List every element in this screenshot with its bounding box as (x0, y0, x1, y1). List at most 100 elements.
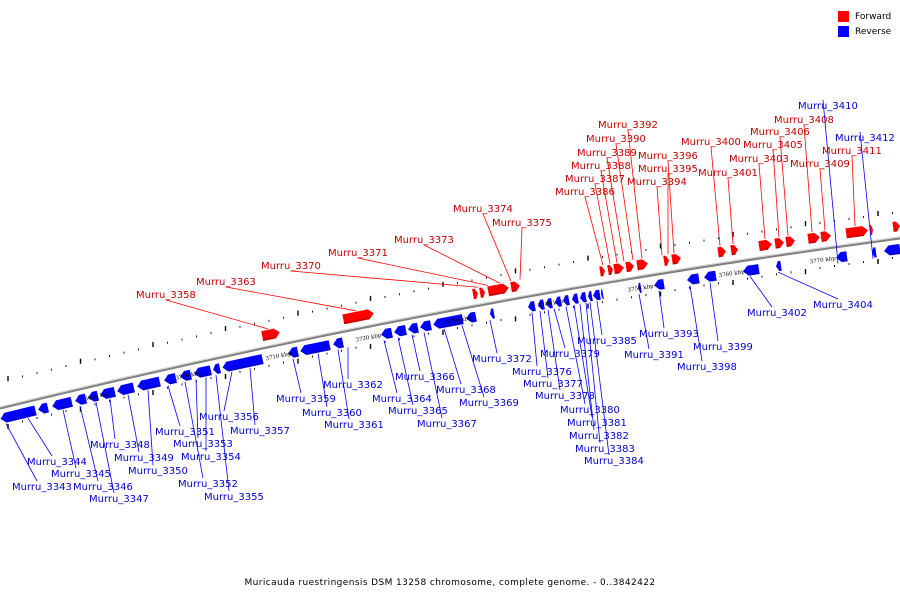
reverse-gene-label[interactable]: Murru_3344 (27, 457, 87, 468)
reverse-gene-label[interactable]: Murru_3343 (12, 482, 72, 493)
forward-gene-arrow[interactable] (599, 266, 606, 277)
reverse-gene-arrow[interactable] (419, 320, 432, 332)
reverse-gene-arrow[interactable] (99, 386, 116, 400)
reverse-gene-arrow[interactable] (871, 247, 877, 258)
forward-gene-label[interactable]: Murru_3411 (822, 146, 882, 157)
forward-gene-label[interactable]: Murru_3401 (698, 168, 758, 179)
forward-gene-arrow[interactable] (510, 281, 521, 293)
forward-gene-label[interactable]: Murru_3386 (555, 187, 615, 198)
reverse-gene-arrow[interactable] (600, 289, 604, 300)
reverse-gene-label[interactable]: Murru_3350 (128, 466, 188, 477)
reverse-gene-arrow[interactable] (393, 325, 407, 337)
forward-gene-arrow[interactable] (671, 253, 681, 265)
forward-gene-arrow[interactable] (636, 259, 648, 271)
reverse-gene-label[interactable]: Murru_3365 (388, 406, 448, 417)
forward-gene-label[interactable]: Murru_3408 (774, 115, 834, 126)
reverse-gene-arrow[interactable] (136, 376, 161, 392)
reverse-gene-arrow[interactable] (835, 251, 848, 263)
forward-gene-label[interactable]: Murru_3371 (328, 248, 388, 259)
reverse-gene-label[interactable]: Murru_3404 (813, 300, 873, 311)
forward-gene-arrow[interactable] (845, 225, 868, 239)
reverse-gene-arrow[interactable] (775, 260, 782, 272)
forward-gene-label[interactable]: Murru_3374 (453, 204, 513, 215)
reverse-gene-label[interactable]: Murru_3393 (639, 329, 699, 340)
reverse-gene-label[interactable]: Murru_3376 (512, 367, 572, 378)
reverse-gene-label[interactable]: Murru_3372 (472, 354, 532, 365)
forward-gene-arrow[interactable] (625, 261, 635, 273)
forward-gene-arrow[interactable] (487, 283, 509, 297)
reverse-gene-label[interactable]: Murru_3356 (199, 412, 259, 423)
reverse-gene-arrow[interactable] (380, 327, 393, 340)
reverse-gene-label[interactable]: Murru_3378 (535, 391, 595, 402)
forward-gene-arrow[interactable] (472, 288, 479, 300)
reverse-gene-label[interactable]: Murru_3412 (835, 133, 895, 144)
reverse-gene-arrow[interactable] (587, 290, 593, 302)
reverse-gene-arrow[interactable] (37, 402, 50, 415)
forward-gene-arrow[interactable] (730, 244, 738, 256)
reverse-gene-label[interactable]: Murru_3369 (459, 398, 519, 409)
reverse-gene-arrow[interactable] (742, 264, 760, 276)
forward-gene-label[interactable]: Murru_3373 (394, 235, 454, 246)
reverse-gene-label[interactable]: Murru_3364 (372, 394, 432, 405)
reverse-gene-label[interactable]: Murru_3410 (798, 101, 858, 112)
forward-gene-label[interactable]: Murru_3390 (586, 134, 646, 145)
reverse-gene-arrow[interactable] (637, 282, 642, 293)
reverse-gene-label[interactable]: Murru_3360 (302, 408, 362, 419)
reverse-gene-arrow[interactable] (299, 340, 331, 356)
reverse-gene-arrow[interactable] (883, 244, 900, 256)
reverse-gene-label[interactable]: Murru_3368 (436, 385, 496, 396)
reverse-gene-label[interactable]: Murru_3349 (114, 453, 174, 464)
forward-gene-label[interactable]: Murru_3396 (638, 151, 698, 162)
reverse-gene-arrow[interactable] (465, 311, 477, 324)
reverse-gene-label[interactable]: Murru_3352 (178, 479, 238, 490)
reverse-gene-arrow[interactable] (527, 300, 536, 312)
legend-reverse[interactable]: Reverse (838, 24, 891, 39)
reverse-gene-arrow[interactable] (537, 299, 545, 310)
forward-gene-arrow[interactable] (607, 264, 614, 276)
forward-gene-label[interactable]: Murru_3405 (743, 140, 803, 151)
reverse-gene-label[interactable]: Murru_3380 (560, 405, 620, 416)
reverse-gene-label[interactable]: Murru_3361 (324, 420, 384, 431)
reverse-gene-arrow[interactable] (51, 396, 73, 411)
forward-gene-arrow[interactable] (663, 255, 670, 266)
reverse-gene-label[interactable]: Murru_3347 (89, 494, 149, 505)
reverse-gene-label[interactable]: Murru_3377 (523, 379, 583, 390)
forward-gene-arrow[interactable] (342, 308, 374, 325)
reverse-gene-label[interactable]: Murru_3385 (577, 336, 637, 347)
reverse-gene-arrow[interactable] (87, 390, 100, 403)
reverse-gene-label[interactable]: Murru_3399 (693, 342, 753, 353)
reverse-gene-arrow[interactable] (592, 289, 601, 301)
legend-forward[interactable]: Forward (838, 9, 891, 24)
forward-gene-arrow[interactable] (261, 328, 281, 342)
reverse-gene-label[interactable]: Murru_3357 (230, 426, 290, 437)
forward-gene-label[interactable]: Murru_3389 (577, 148, 637, 159)
reverse-gene-label[interactable]: Murru_3402 (747, 308, 807, 319)
reverse-gene-arrow[interactable] (74, 393, 87, 406)
forward-gene-arrow[interactable] (758, 239, 772, 251)
forward-gene-arrow[interactable] (774, 237, 784, 249)
reverse-gene-label[interactable]: Murru_3359 (276, 394, 336, 405)
reverse-gene-label[interactable]: Murru_3383 (575, 444, 635, 455)
reverse-gene-arrow[interactable] (212, 363, 221, 374)
reverse-gene-arrow[interactable] (571, 293, 579, 304)
reverse-gene-arrow[interactable] (545, 297, 553, 309)
reverse-gene-label[interactable]: Murru_3351 (155, 427, 215, 438)
forward-gene-arrow[interactable] (807, 232, 820, 244)
forward-gene-label[interactable]: Murru_3358 (136, 290, 196, 301)
reverse-gene-label[interactable]: Murru_3366 (395, 372, 455, 383)
reverse-gene-arrow[interactable] (163, 373, 177, 385)
reverse-gene-label[interactable]: Murru_3362 (323, 380, 383, 391)
forward-gene-label[interactable]: Murru_3388 (571, 161, 631, 172)
reverse-gene-label[interactable]: Murru_3382 (569, 431, 629, 442)
reverse-gene-arrow[interactable] (116, 382, 135, 397)
reverse-gene-arrow[interactable] (653, 278, 665, 290)
reverse-gene-arrow[interactable] (332, 337, 344, 350)
reverse-gene-arrow[interactable] (489, 308, 495, 319)
reverse-gene-label[interactable]: Murru_3381 (567, 418, 627, 429)
reverse-gene-label[interactable]: Murru_3398 (677, 362, 737, 373)
reverse-gene-label[interactable]: Murru_3384 (584, 456, 644, 467)
forward-gene-arrow[interactable] (820, 231, 831, 242)
reverse-gene-arrow[interactable] (579, 292, 587, 303)
forward-gene-label[interactable]: Murru_3400 (681, 137, 741, 148)
forward-gene-label[interactable]: Murru_3395 (638, 164, 698, 175)
